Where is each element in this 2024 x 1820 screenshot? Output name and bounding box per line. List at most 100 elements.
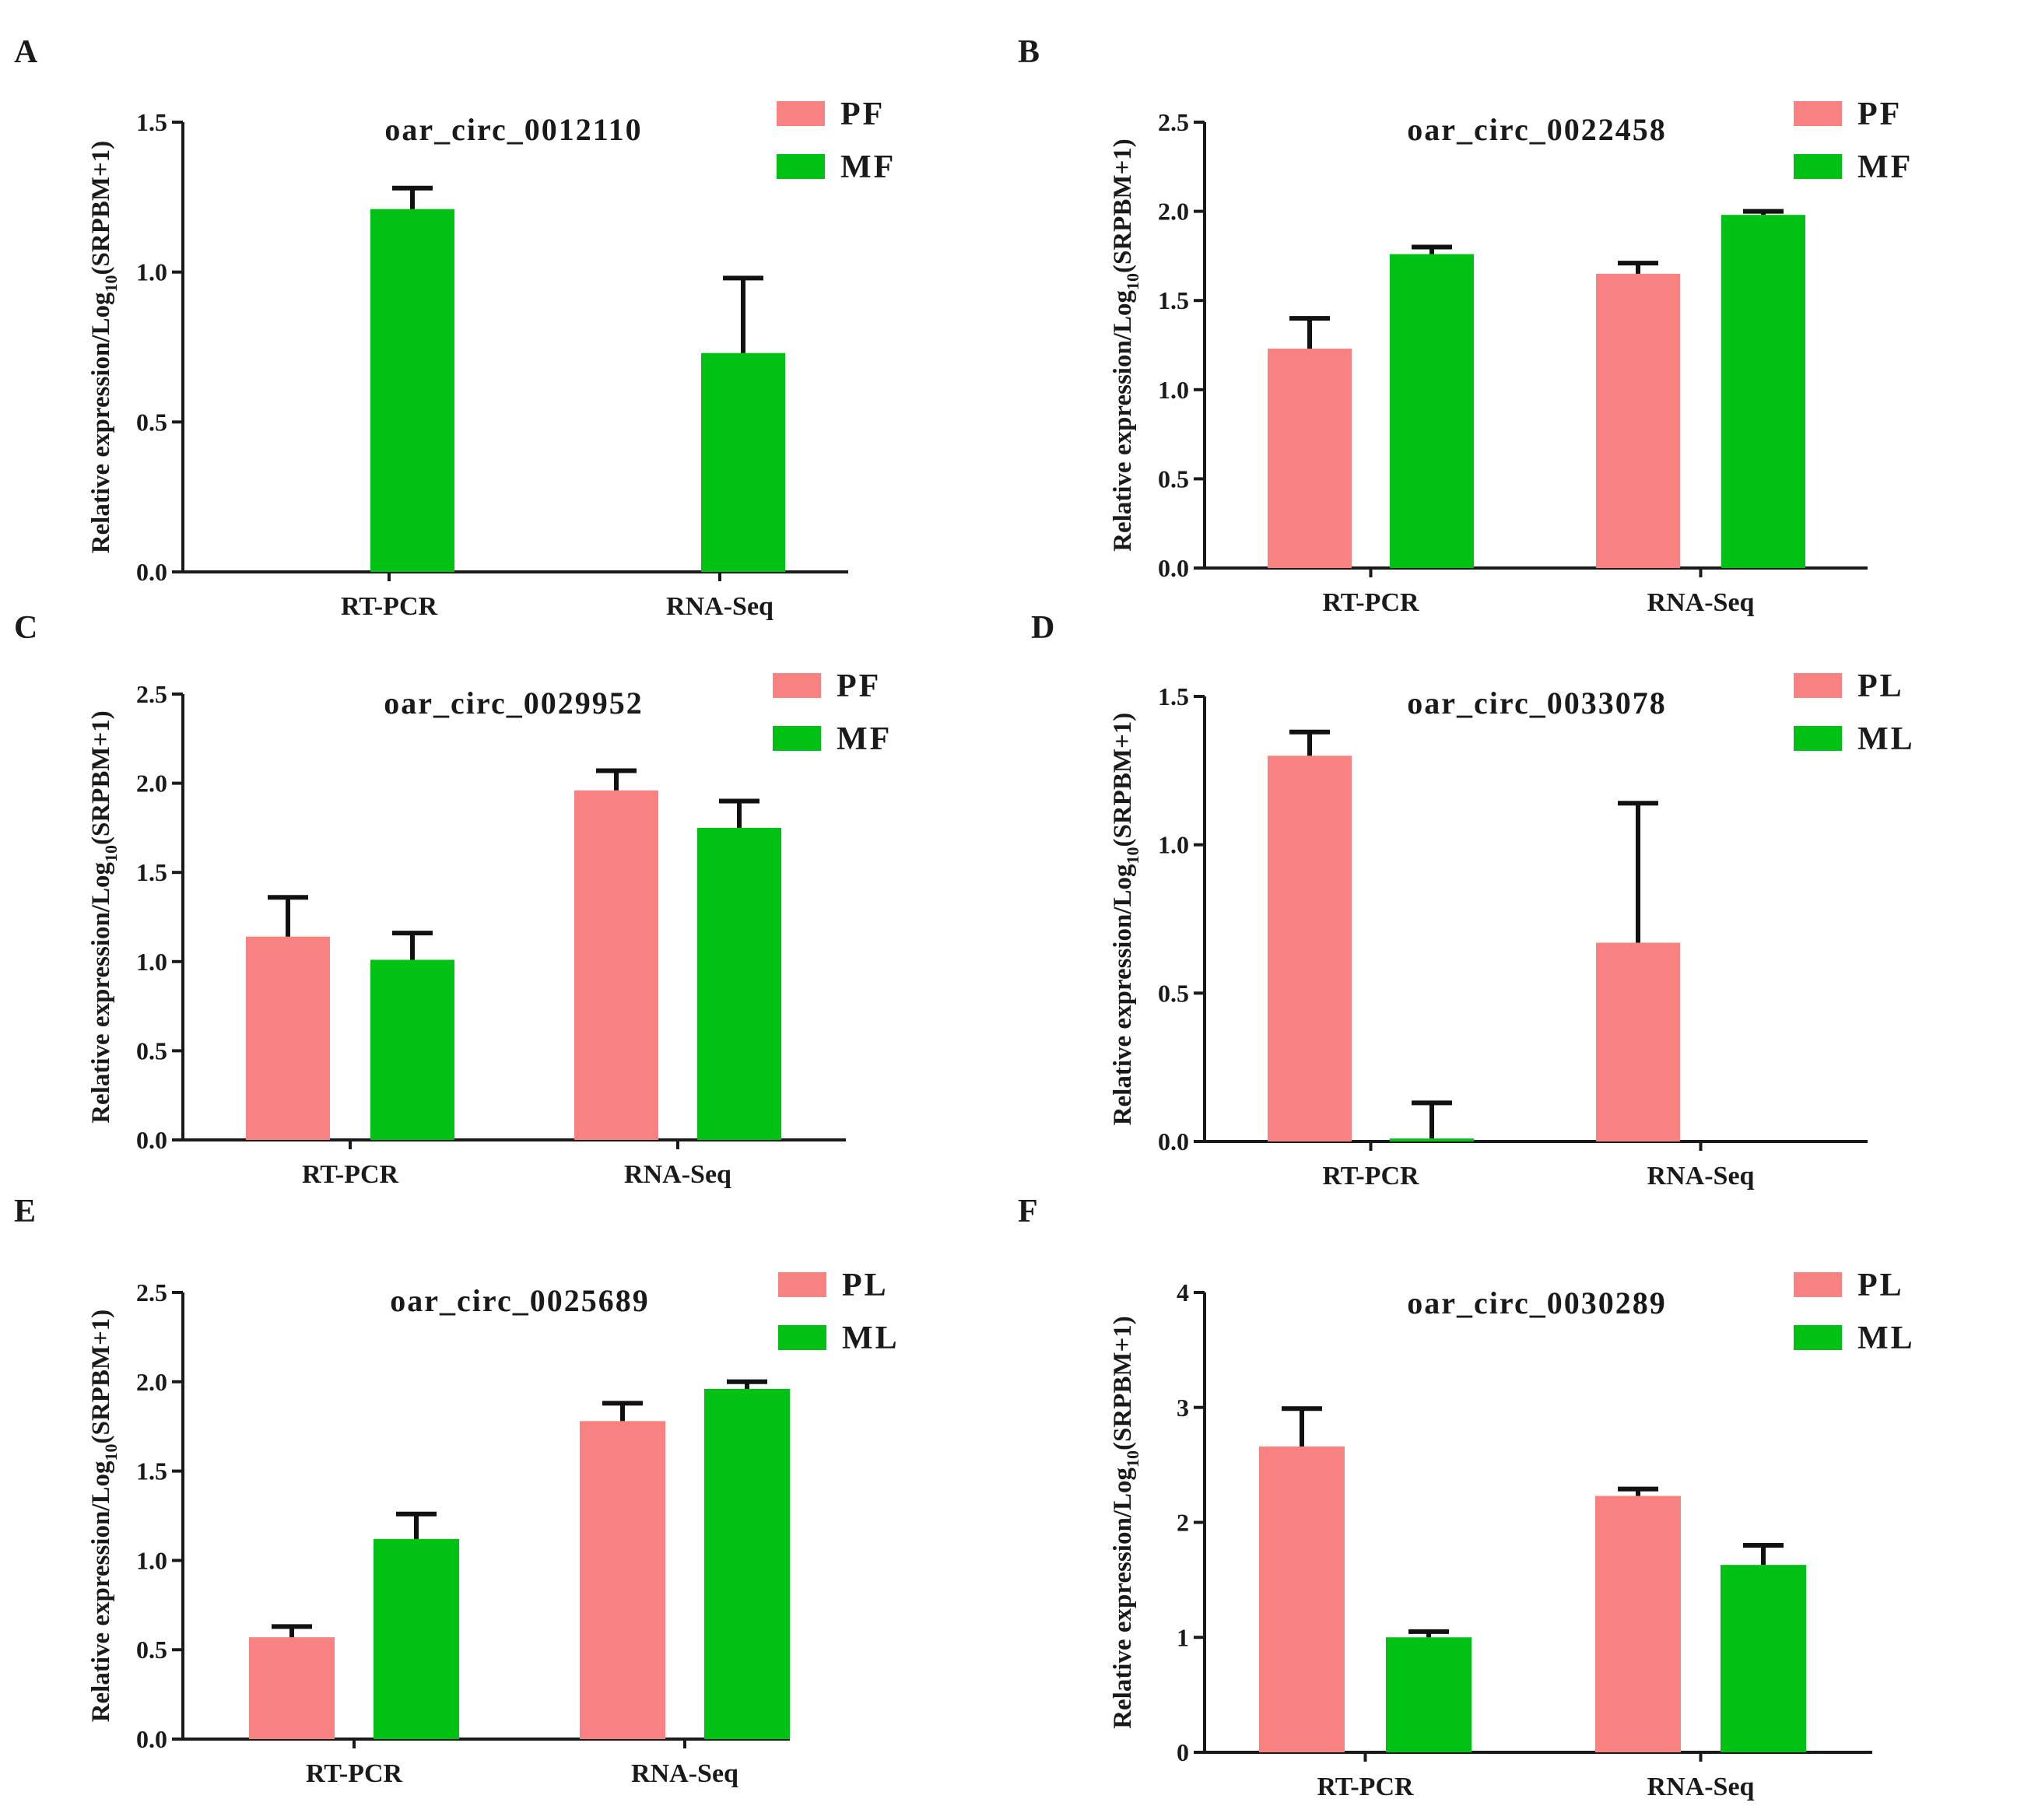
- bar-mf: [370, 959, 454, 1140]
- legend-swatch-pl: [778, 1272, 826, 1297]
- legend-label: MF: [837, 721, 892, 757]
- y-tick-label: 0.5: [136, 1636, 167, 1664]
- legend-swatch-mf: [773, 726, 821, 751]
- error-bar: [723, 275, 763, 353]
- x-tick-label: RNA-Seq: [1647, 588, 1755, 617]
- x-tick-label: RT-PCR: [1322, 588, 1419, 617]
- panel-letter: B: [1018, 34, 1040, 70]
- bar-pf: [1268, 349, 1352, 568]
- bar-pl: [249, 1637, 335, 1739]
- error-bar: [396, 1511, 437, 1539]
- x-tick-label: RNA-Seq: [1647, 1162, 1755, 1191]
- y-tick-label: 0.0: [1158, 1127, 1189, 1155]
- y-axis-label-main: Relative expression/Log: [87, 862, 115, 1124]
- legend-label: PF: [840, 96, 885, 132]
- legend-swatch-pl: [1794, 1272, 1842, 1297]
- legend-swatch-pf: [1794, 101, 1842, 126]
- bar-pl: [1268, 756, 1352, 1141]
- legend-swatch-pf: [777, 101, 825, 126]
- y-axis-label-main: Relative expression/Log: [1109, 290, 1137, 552]
- legend-label: MF: [1857, 149, 1913, 185]
- y-tick-label: 2.5: [136, 1278, 167, 1306]
- error-bar: [1618, 801, 1658, 943]
- legend-swatch-mf: [1794, 154, 1842, 179]
- chart-title: oar_circ_0029952: [384, 686, 643, 721]
- x-tick-label: RT-PCR: [1317, 1773, 1414, 1801]
- chart-title: oar_circ_0025689: [390, 1283, 649, 1318]
- legend-swatch-ml: [778, 1325, 826, 1350]
- panel-letter: A: [14, 34, 38, 70]
- error-bar: [1408, 1629, 1449, 1638]
- y-axis-label: Relative expression/Log10(SRPBM+1): [1109, 1316, 1142, 1729]
- y-tick-label: 1.5: [136, 858, 167, 886]
- chart-title: oar_circ_0030289: [1407, 1285, 1666, 1320]
- y-tick-label: 1.0: [136, 258, 167, 286]
- y-tick-label: 2.5: [1158, 108, 1189, 136]
- y-axis-label: Relative expression/Log10(SRPBM+1): [87, 141, 121, 554]
- error-bar: [1412, 244, 1452, 254]
- bar-pf: [574, 790, 658, 1140]
- y-axis-label-unit: (SRPBM+1): [87, 1310, 115, 1444]
- legend-label: PF: [837, 668, 881, 704]
- bar-pl: [1596, 942, 1680, 1141]
- error-bar: [392, 185, 433, 209]
- panel-letter: E: [14, 1194, 36, 1229]
- x-tick-label: RNA-Seq: [1647, 1773, 1755, 1801]
- error-bar: [602, 1401, 643, 1422]
- error-bar: [1743, 1543, 1784, 1566]
- x-tick-label: RT-PCR: [341, 592, 438, 621]
- error-bar: [272, 1624, 312, 1638]
- y-axis-label-unit: (SRPBM+1): [1109, 139, 1137, 273]
- bar-ml: [374, 1538, 459, 1739]
- y-axis-label-unit: (SRPBM+1): [87, 141, 115, 275]
- legend-swatch-pl: [1794, 673, 1842, 698]
- y-tick-label: 1.0: [1158, 376, 1189, 404]
- y-axis-label: Relative expression/Log10(SRPBM+1): [87, 710, 121, 1124]
- error-bar: [268, 895, 308, 937]
- error-bar: [1743, 209, 1784, 216]
- bar-mf: [1721, 215, 1805, 568]
- y-axis-label-subscript: 10: [1123, 847, 1142, 864]
- y-tick-label: 1.5: [1158, 682, 1189, 710]
- y-tick-label: 1.0: [136, 948, 167, 976]
- y-axis-label-main: Relative expression/Log: [87, 292, 115, 553]
- y-tick-label: 2.0: [136, 770, 167, 798]
- bar-mf: [697, 827, 781, 1140]
- y-tick-label: 1.5: [136, 108, 167, 136]
- y-axis-label: Relative expression/Log10(SRPBM+1): [1109, 139, 1142, 552]
- y-axis-label: Relative expression/Log10(SRPBM+1): [1109, 713, 1142, 1126]
- y-axis-label-main: Relative expression/Log: [1109, 864, 1137, 1125]
- x-tick-label: RNA-Seq: [624, 1160, 731, 1189]
- y-tick-label: 0.0: [136, 1725, 167, 1753]
- y-tick-label: 0.5: [136, 1036, 167, 1064]
- y-tick-label: 1: [1177, 1623, 1189, 1651]
- legend-label: PF: [1857, 96, 1902, 132]
- bar-ml: [1721, 1565, 1806, 1752]
- x-tick-label: RNA-Seq: [631, 1759, 738, 1788]
- y-tick-label: 3: [1177, 1394, 1189, 1422]
- bar-pl: [1259, 1446, 1345, 1752]
- bar-mf: [370, 209, 454, 572]
- bar-pf: [246, 936, 330, 1140]
- bar-mf: [701, 352, 785, 572]
- error-bar: [1289, 316, 1330, 349]
- y-axis-label-main: Relative expression/Log: [1109, 1468, 1137, 1729]
- x-tick-label: RNA-Seq: [666, 592, 773, 621]
- legend-swatch-ml: [1794, 1325, 1842, 1350]
- y-axis-label-subscript: 10: [101, 275, 121, 293]
- error-bar: [1289, 729, 1330, 756]
- legend-label: ML: [842, 1320, 900, 1356]
- chart-title: oar_circ_0033078: [1407, 686, 1666, 721]
- legend-swatch-mf: [777, 154, 825, 179]
- legend-label: MF: [840, 149, 896, 185]
- error-bar: [596, 768, 637, 791]
- legend-label: ML: [1857, 721, 1915, 757]
- legend-label: PL: [1857, 668, 1904, 704]
- legend-label: ML: [1857, 1320, 1915, 1356]
- error-bar: [727, 1379, 767, 1389]
- legend-swatch-ml: [1794, 726, 1842, 751]
- bar-ml: [1386, 1637, 1472, 1752]
